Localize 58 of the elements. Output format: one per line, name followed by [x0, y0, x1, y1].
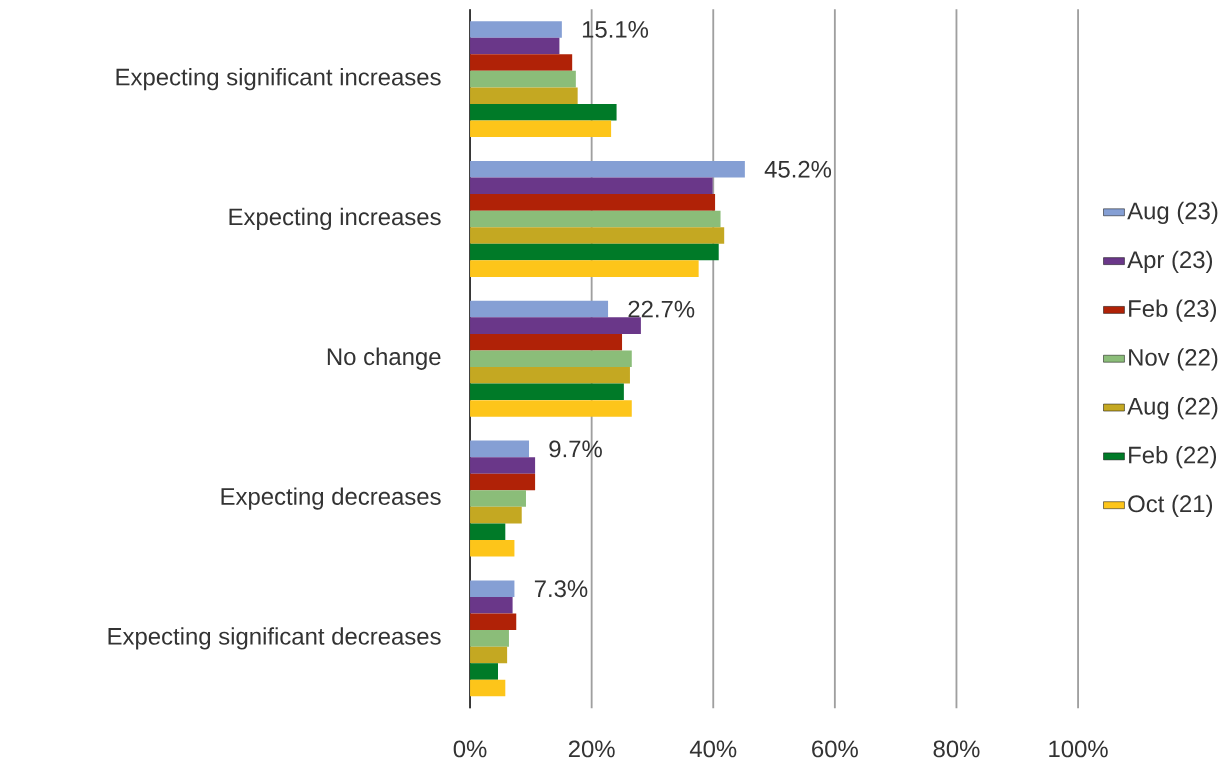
x-tick-label: 100% — [1049, 740, 1108, 758]
legend-label: Aug (22) — [1127, 397, 1218, 420]
data-label: 45.2% — [764, 160, 832, 178]
bar — [470, 383, 624, 401]
legend-label: Nov (22) — [1129, 348, 1218, 371]
bar — [470, 103, 617, 121]
y-tick-label: Expecting decreases — [221, 487, 441, 510]
bar — [470, 596, 513, 614]
bar — [470, 160, 745, 178]
data-label: 7.3% — [534, 580, 588, 598]
legend-label: Oct (21) — [1128, 494, 1213, 517]
bar — [470, 317, 641, 334]
bar — [470, 663, 499, 680]
x-tick-label: 60% — [812, 740, 858, 758]
bar — [470, 300, 609, 318]
y-tick-label: Expecting increases — [229, 207, 441, 230]
bar — [470, 87, 578, 104]
bar — [470, 227, 725, 244]
bar — [470, 539, 515, 557]
bar — [470, 21, 562, 38]
y-tick-label: Expecting significant decreases — [108, 627, 441, 650]
data-label: 9.7% — [549, 440, 602, 458]
bar — [470, 177, 713, 195]
y-tick-label: Expecting significant increases — [116, 67, 441, 91]
x-tick-label: 20% — [568, 740, 615, 758]
bar — [470, 679, 506, 697]
bar — [470, 457, 536, 474]
bar — [470, 613, 517, 631]
bar — [470, 37, 560, 55]
bar — [470, 54, 573, 71]
data-label: 15.1% — [582, 20, 649, 38]
bar — [470, 580, 515, 597]
x-tick-label: 0% — [453, 740, 487, 758]
bar — [470, 506, 522, 524]
x-tick-label: 40% — [689, 740, 737, 758]
legend-label: Apr (23) — [1127, 250, 1213, 273]
bar — [470, 630, 509, 647]
bar — [470, 194, 716, 211]
bar — [470, 646, 508, 664]
bar — [470, 490, 526, 507]
legend-label: Aug (23) — [1127, 201, 1218, 225]
data-label: 22.7% — [628, 300, 695, 318]
bar — [470, 523, 506, 540]
bar — [470, 120, 612, 137]
bar — [470, 243, 719, 261]
legend-label: Feb (23) — [1129, 299, 1217, 322]
legend-label: Feb (22) — [1129, 445, 1217, 469]
bar — [470, 210, 721, 228]
x-tick-label: 80% — [933, 740, 980, 758]
bar — [470, 70, 576, 88]
bar — [470, 350, 632, 367]
bar — [470, 440, 530, 458]
bar — [470, 473, 536, 491]
bar — [470, 260, 699, 277]
bar — [470, 400, 632, 417]
bar — [470, 366, 630, 384]
bar — [470, 333, 623, 351]
y-tick-label: No change — [327, 347, 441, 370]
